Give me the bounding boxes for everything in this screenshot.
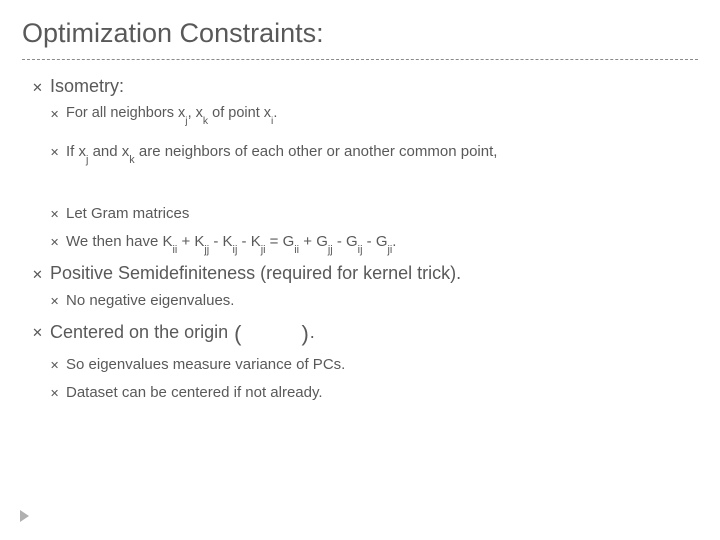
norm-equality-formula-placeholder <box>78 170 698 194</box>
slide-title: Optimization Constraints: <box>22 18 698 57</box>
centered-sub-dataset: ✕ Dataset can be centered if not already… <box>50 383 698 403</box>
bullet-icon: ✕ <box>50 232 66 251</box>
bullet-icon: ✕ <box>32 261 50 284</box>
centered-sub-variance: ✕ So eigenvalues measure variance of PCs… <box>50 355 698 375</box>
centered-sub-variance-text: So eigenvalues measure variance of PCs. <box>66 355 698 375</box>
item-isometry: ✕ Isometry: <box>32 74 698 98</box>
centered-sub-dataset-text: Dataset can be centered if not already. <box>66 383 698 403</box>
bullet-icon: ✕ <box>32 74 50 97</box>
bullet-icon: ✕ <box>50 104 66 123</box>
isometry-sub-gram-text: Let Gram matrices <box>66 204 698 224</box>
open-paren: ( <box>233 321 242 346</box>
isometry-sub-gram: ✕ Let Gram matrices <box>50 204 698 224</box>
bullet-icon: ✕ <box>50 383 66 402</box>
item-psd: ✕ Positive Semidefiniteness (required fo… <box>32 261 698 285</box>
isometry-formula-placeholder <box>135 78 175 96</box>
corner-arrow-icon <box>20 510 29 522</box>
item-centered: ✕ Centered on the origin (). <box>32 319 698 349</box>
isometry-sub-neighbors-text: For all neighbors xj, xk of point xi. <box>66 104 698 124</box>
isometry-sub-neighbors: ✕ For all neighbors xj, xk of point xi. <box>50 104 698 124</box>
close-paren: ) <box>300 321 309 346</box>
bullet-icon: ✕ <box>50 291 66 310</box>
bullet-icon: ✕ <box>50 355 66 374</box>
isometry-sub-ifneighbors: ✕ If xj and xk are neighbors of each oth… <box>50 142 698 162</box>
psd-label: Positive Semidefiniteness (required for … <box>50 261 698 285</box>
centered-label-suffix: . <box>310 322 315 342</box>
isometry-sub-ifneighbors-text: If xj and xk are neighbors of each other… <box>66 142 698 162</box>
psd-sub-eigen: ✕ No negative eigenvalues. <box>50 291 698 311</box>
bullet-icon: ✕ <box>50 142 66 161</box>
isometry-sub-kgequation: ✕ We then have Kii + Kjj - Kij - Kji = G… <box>50 232 698 252</box>
isometry-sub-kgequation-text: We then have Kii + Kjj - Kij - Kji = Gii… <box>66 232 698 252</box>
psd-sub-eigen-text: No negative eigenvalues. <box>66 291 698 311</box>
slide-container: Optimization Constraints: ✕ Isometry: ✕ … <box>0 0 720 540</box>
title-divider <box>22 59 698 60</box>
centered-label-prefix: Centered on the origin <box>50 322 228 342</box>
isometry-label: Isometry: <box>50 76 124 96</box>
bullet-icon: ✕ <box>50 204 66 223</box>
bullet-icon: ✕ <box>32 319 50 342</box>
sum-formula-placeholder <box>242 320 300 346</box>
